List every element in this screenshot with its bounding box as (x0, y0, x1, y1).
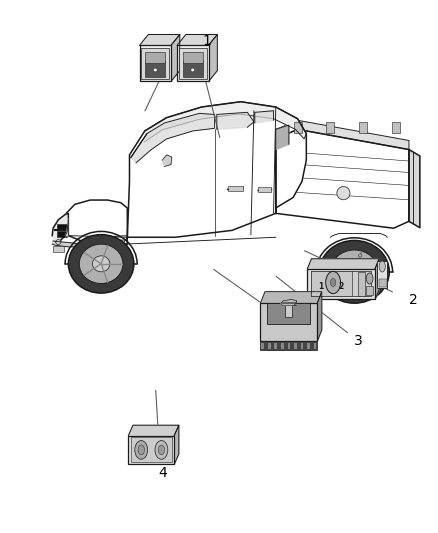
Ellipse shape (191, 68, 194, 72)
Polygon shape (409, 150, 420, 228)
Polygon shape (317, 292, 322, 342)
Bar (179, 47, 207, 79)
Bar (300, 343, 303, 349)
Ellipse shape (337, 280, 341, 284)
Text: 4: 4 (158, 466, 166, 480)
Ellipse shape (68, 235, 134, 293)
Polygon shape (217, 112, 254, 130)
Bar (140, 45, 171, 82)
Bar (281, 343, 284, 349)
Bar (228, 185, 243, 191)
Ellipse shape (326, 271, 341, 294)
Polygon shape (276, 130, 409, 228)
Bar (311, 271, 352, 296)
Polygon shape (65, 219, 68, 236)
Ellipse shape (330, 250, 378, 294)
Ellipse shape (135, 441, 148, 459)
Ellipse shape (138, 445, 145, 455)
Ellipse shape (330, 279, 336, 287)
Bar (275, 343, 277, 349)
Bar (57, 231, 67, 237)
Bar (392, 122, 400, 133)
Ellipse shape (153, 68, 157, 72)
Bar (307, 269, 375, 300)
Ellipse shape (345, 263, 364, 280)
Bar (366, 286, 373, 295)
Bar (141, 47, 169, 79)
Ellipse shape (337, 260, 341, 263)
Bar (261, 303, 317, 342)
Polygon shape (307, 259, 379, 269)
Bar (358, 272, 365, 296)
Bar (286, 304, 292, 317)
Bar (267, 303, 311, 324)
Bar (326, 122, 334, 133)
Polygon shape (140, 35, 180, 45)
Bar (268, 343, 271, 349)
Ellipse shape (358, 287, 362, 290)
Polygon shape (145, 102, 306, 142)
Bar (378, 261, 387, 288)
Bar (183, 52, 203, 63)
Ellipse shape (79, 244, 123, 284)
Text: 3: 3 (354, 334, 363, 348)
Ellipse shape (319, 240, 389, 303)
Bar (379, 279, 387, 287)
Polygon shape (255, 111, 274, 123)
Polygon shape (127, 102, 306, 237)
Polygon shape (174, 425, 179, 464)
Text: 2: 2 (409, 293, 418, 307)
Bar (145, 61, 165, 77)
Bar (311, 271, 371, 296)
Ellipse shape (366, 273, 373, 284)
Bar (57, 224, 67, 230)
Polygon shape (281, 300, 297, 305)
Bar (307, 343, 310, 349)
Bar (261, 343, 264, 349)
Ellipse shape (155, 441, 168, 459)
Bar (183, 61, 203, 77)
Polygon shape (65, 200, 127, 244)
Polygon shape (177, 35, 217, 45)
Bar (177, 45, 208, 82)
Polygon shape (52, 241, 77, 247)
Bar (288, 343, 290, 349)
Bar (53, 246, 64, 252)
Bar (128, 435, 174, 464)
Bar (293, 122, 301, 133)
Bar (261, 342, 317, 350)
Polygon shape (261, 292, 322, 303)
Ellipse shape (379, 261, 385, 272)
Bar (131, 437, 172, 462)
Polygon shape (52, 213, 68, 244)
Bar (314, 343, 316, 349)
Ellipse shape (337, 187, 350, 200)
Polygon shape (276, 120, 409, 150)
Text: 1: 1 (202, 34, 211, 48)
Polygon shape (171, 35, 180, 82)
Text: 2: 2 (339, 282, 344, 291)
Polygon shape (375, 259, 379, 300)
Bar (359, 122, 367, 133)
Polygon shape (276, 125, 289, 150)
Ellipse shape (92, 256, 110, 272)
Ellipse shape (56, 240, 61, 245)
Ellipse shape (372, 270, 375, 273)
Bar (294, 343, 297, 349)
Bar (145, 52, 165, 63)
Text: 1: 1 (318, 282, 324, 291)
Polygon shape (162, 155, 172, 166)
Ellipse shape (158, 445, 165, 455)
Polygon shape (208, 35, 217, 82)
Polygon shape (131, 114, 215, 163)
Ellipse shape (358, 254, 362, 257)
Bar (258, 187, 272, 192)
Polygon shape (128, 425, 179, 435)
